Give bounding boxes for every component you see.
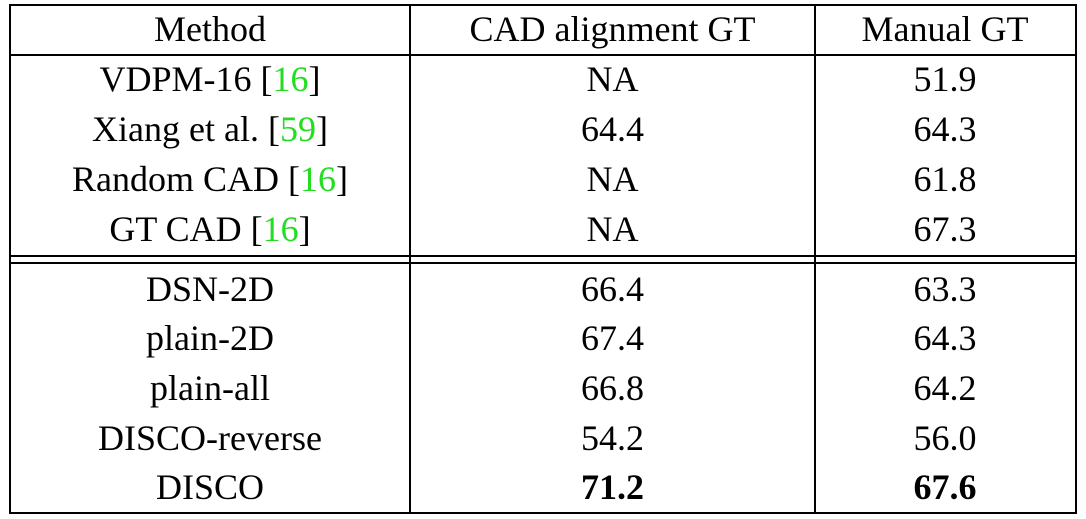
manual-cell: 64.3	[913, 318, 977, 359]
method-text: ]	[315, 109, 328, 149]
manual-cell: 63.3	[913, 268, 977, 309]
header-cell: Manual GT	[861, 9, 1029, 49]
citation: 16	[300, 159, 336, 199]
method-cell: Xiang et al. [59]	[10, 111, 410, 149]
cad-cell: 66.4	[581, 268, 644, 309]
cad-cell: 54.2	[581, 417, 644, 458]
method-text: DISCO-reverse	[98, 417, 322, 458]
method-cell: DISCO	[10, 469, 410, 507]
method-text: ]	[336, 159, 348, 199]
manual-cell: 67.6	[913, 467, 977, 508]
method-text: ]	[308, 59, 321, 99]
method-cell: DISCO-reverse	[10, 420, 410, 458]
method-cell: GT CAD [16]	[10, 211, 410, 249]
method-text: DSN-2D	[145, 268, 274, 309]
header-cell: Method	[154, 9, 266, 49]
method-cell: plain-2D	[10, 320, 410, 358]
citation: 59	[279, 109, 316, 149]
method-cell: DSN-2D	[10, 271, 410, 309]
citation: 16	[262, 209, 299, 249]
method-text: Random CAD [	[72, 159, 300, 199]
cad-cell: 66.8	[581, 368, 644, 408]
method-text: plain-2D	[146, 318, 274, 359]
cad-cell: NA	[586, 59, 639, 99]
method-text: VDPM-16 [	[99, 59, 273, 99]
rule	[9, 512, 1077, 514]
cad-cell: 64.4	[581, 109, 644, 149]
method-cell: plain-all	[10, 370, 410, 408]
rule	[814, 4, 816, 514]
method-text: DISCO	[155, 467, 265, 508]
manual-cell: 64.2	[913, 368, 977, 408]
rule	[9, 255, 1077, 257]
manual-cell: 64.3	[913, 109, 977, 149]
rule	[409, 4, 411, 514]
method-cell: VDPM-16 [16]	[10, 61, 410, 99]
cad-cell: NA	[586, 209, 639, 249]
cad-cell: 71.2	[581, 467, 644, 508]
citation: 16	[272, 59, 309, 99]
rule	[9, 4, 1077, 6]
rule	[9, 262, 1077, 264]
method-text: ]	[298, 209, 311, 249]
cad-cell: NA	[586, 159, 639, 199]
manual-cell: 67.3	[913, 209, 977, 249]
method-text: plain-all	[150, 368, 270, 408]
header-cell: CAD alignment GT	[469, 9, 756, 49]
manual-cell: 56.0	[913, 417, 977, 458]
manual-cell: 61.8	[913, 159, 977, 199]
cad-cell: 67.4	[581, 318, 644, 359]
method-cell: Random CAD [16]	[10, 161, 410, 199]
method-text: GT CAD [	[109, 209, 263, 249]
rule	[9, 54, 1077, 56]
method-text: Xiang et al. [	[92, 109, 280, 149]
rule	[1075, 4, 1077, 514]
manual-cell: 51.9	[913, 59, 977, 99]
rule	[9, 4, 11, 514]
